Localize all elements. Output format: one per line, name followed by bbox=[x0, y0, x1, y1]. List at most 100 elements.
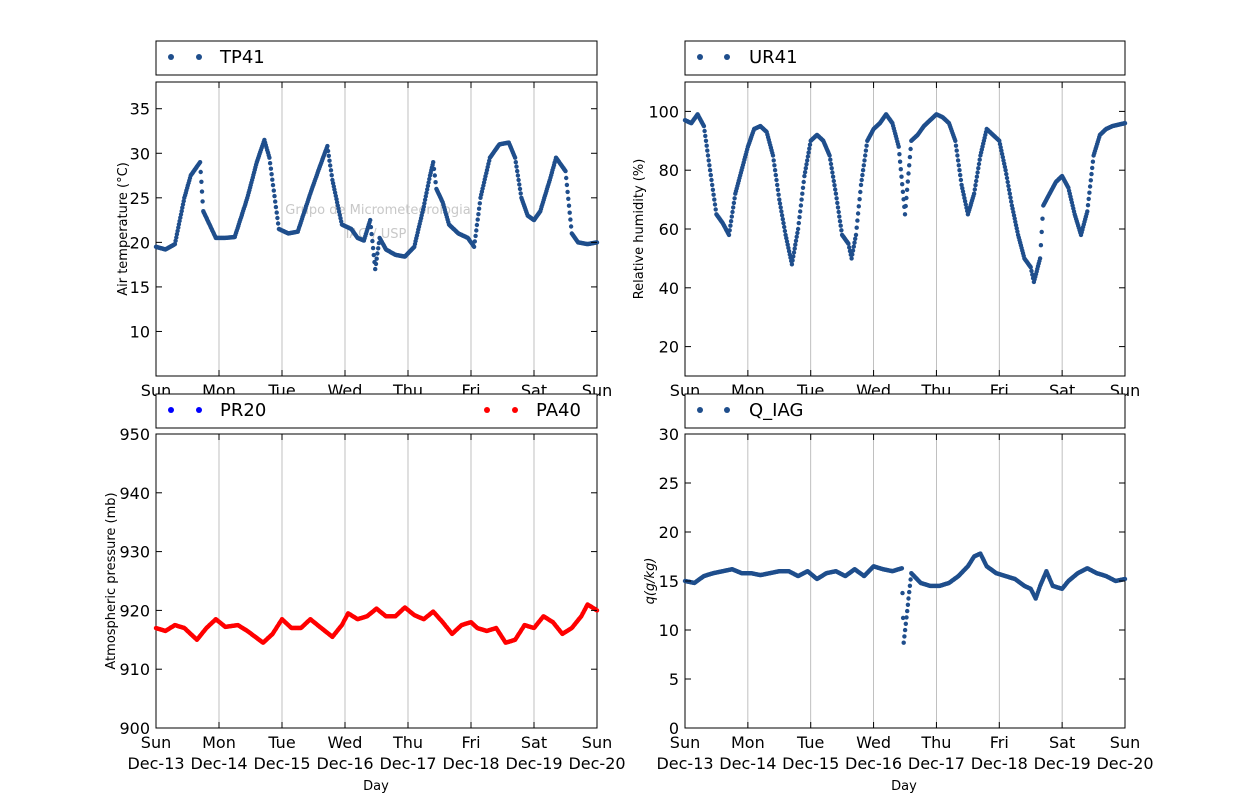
y-tick-label: 30 bbox=[659, 425, 679, 444]
legend-marker-pa40-b bbox=[512, 407, 518, 413]
legend-marker-b bbox=[724, 54, 730, 60]
data-point bbox=[772, 163, 777, 168]
data-point bbox=[854, 225, 859, 230]
data-point bbox=[199, 179, 204, 184]
data-point bbox=[328, 163, 333, 168]
data-point bbox=[902, 627, 908, 633]
data-point bbox=[476, 206, 482, 211]
data-point bbox=[327, 158, 332, 163]
data-point bbox=[512, 155, 518, 160]
data-point bbox=[175, 228, 180, 234]
data-point bbox=[955, 153, 960, 158]
data-point bbox=[474, 228, 479, 233]
data-point bbox=[474, 222, 480, 228]
data-point bbox=[710, 187, 716, 192]
data-point bbox=[902, 634, 907, 639]
data-point bbox=[900, 182, 905, 187]
data-point bbox=[518, 191, 523, 196]
data-point bbox=[836, 209, 841, 215]
data-point bbox=[517, 182, 522, 187]
data-point bbox=[856, 204, 861, 209]
data-point bbox=[431, 166, 437, 172]
points bbox=[153, 137, 600, 272]
plot-frame bbox=[155, 433, 598, 729]
data-point bbox=[713, 207, 718, 212]
data-point bbox=[566, 196, 571, 201]
data-point bbox=[1090, 159, 1096, 164]
data-point bbox=[770, 153, 776, 158]
data-point bbox=[773, 172, 778, 178]
x-tick-label-date: Dec-13 bbox=[127, 754, 184, 773]
data-point bbox=[864, 143, 869, 148]
data-point bbox=[273, 199, 278, 204]
data-point bbox=[830, 174, 836, 179]
x-tick-label-day: Tue bbox=[267, 733, 295, 752]
data-point bbox=[853, 232, 859, 238]
data-point bbox=[905, 608, 910, 614]
data-point bbox=[897, 159, 903, 164]
data-point bbox=[838, 223, 843, 228]
data-point bbox=[974, 174, 980, 179]
data-point bbox=[174, 235, 179, 240]
data-point bbox=[563, 168, 568, 174]
data-point bbox=[905, 602, 911, 607]
x-tick-label-day: Sat bbox=[521, 733, 547, 752]
data-point bbox=[791, 254, 796, 259]
data-point bbox=[1011, 209, 1016, 215]
y-tick-label: 20 bbox=[659, 338, 679, 357]
y-ticks: 900 910 920 930 940 950 bbox=[119, 425, 597, 738]
data-point bbox=[800, 185, 806, 190]
data-point bbox=[711, 192, 716, 197]
data-point bbox=[176, 222, 182, 227]
data-point bbox=[797, 215, 802, 220]
x-tick-label-day: Sun bbox=[670, 733, 700, 752]
plot-frame bbox=[155, 81, 598, 377]
data-point bbox=[709, 177, 714, 183]
data-point bbox=[779, 209, 784, 214]
points bbox=[153, 602, 600, 645]
data-point bbox=[267, 155, 272, 160]
data-point bbox=[972, 187, 977, 192]
data-point bbox=[796, 220, 801, 226]
panel-specific-humidity: 0 5 10 15 20 25 30 Sun Dec-13 Mon Dec-14 Tue Dec-15… bbox=[643, 393, 1154, 794]
data-point bbox=[431, 160, 436, 165]
y-tick-label: 930 bbox=[119, 543, 150, 562]
points bbox=[682, 551, 1128, 645]
x-tick-label-date: Dec-16 bbox=[316, 754, 373, 773]
data-point bbox=[904, 187, 910, 192]
data-point bbox=[857, 197, 862, 202]
data-point bbox=[960, 189, 966, 194]
data-point bbox=[1122, 121, 1128, 126]
x-tick-label-date: Dec-15 bbox=[253, 754, 310, 773]
data-point bbox=[831, 178, 836, 184]
data-point bbox=[798, 209, 803, 214]
data-point bbox=[780, 217, 785, 222]
data-point bbox=[198, 169, 203, 175]
data-point bbox=[200, 199, 205, 204]
data-point bbox=[850, 252, 855, 257]
data-point bbox=[475, 217, 480, 222]
y-tick-label: 35 bbox=[130, 100, 150, 119]
data-point bbox=[855, 218, 860, 223]
data-point bbox=[325, 143, 330, 149]
data-point bbox=[846, 241, 851, 246]
data-point bbox=[900, 189, 906, 194]
data-point bbox=[180, 202, 186, 207]
data-point bbox=[325, 148, 331, 154]
x-tick-label-day: Sun bbox=[1110, 733, 1140, 752]
data-point bbox=[849, 256, 854, 261]
data-point bbox=[827, 153, 832, 158]
data-point bbox=[781, 220, 786, 226]
data-point bbox=[830, 170, 835, 175]
data-point bbox=[900, 590, 905, 596]
data-point bbox=[1038, 243, 1044, 248]
data-point bbox=[772, 168, 778, 173]
data-point bbox=[731, 205, 736, 210]
data-point bbox=[971, 191, 977, 196]
data-point bbox=[376, 246, 381, 251]
data-point bbox=[859, 177, 864, 183]
legend-label-pr20: PR20 bbox=[220, 400, 266, 421]
data-point bbox=[957, 168, 962, 173]
x-tick-label-date: Dec-17 bbox=[379, 754, 436, 773]
data-point bbox=[1002, 164, 1008, 170]
